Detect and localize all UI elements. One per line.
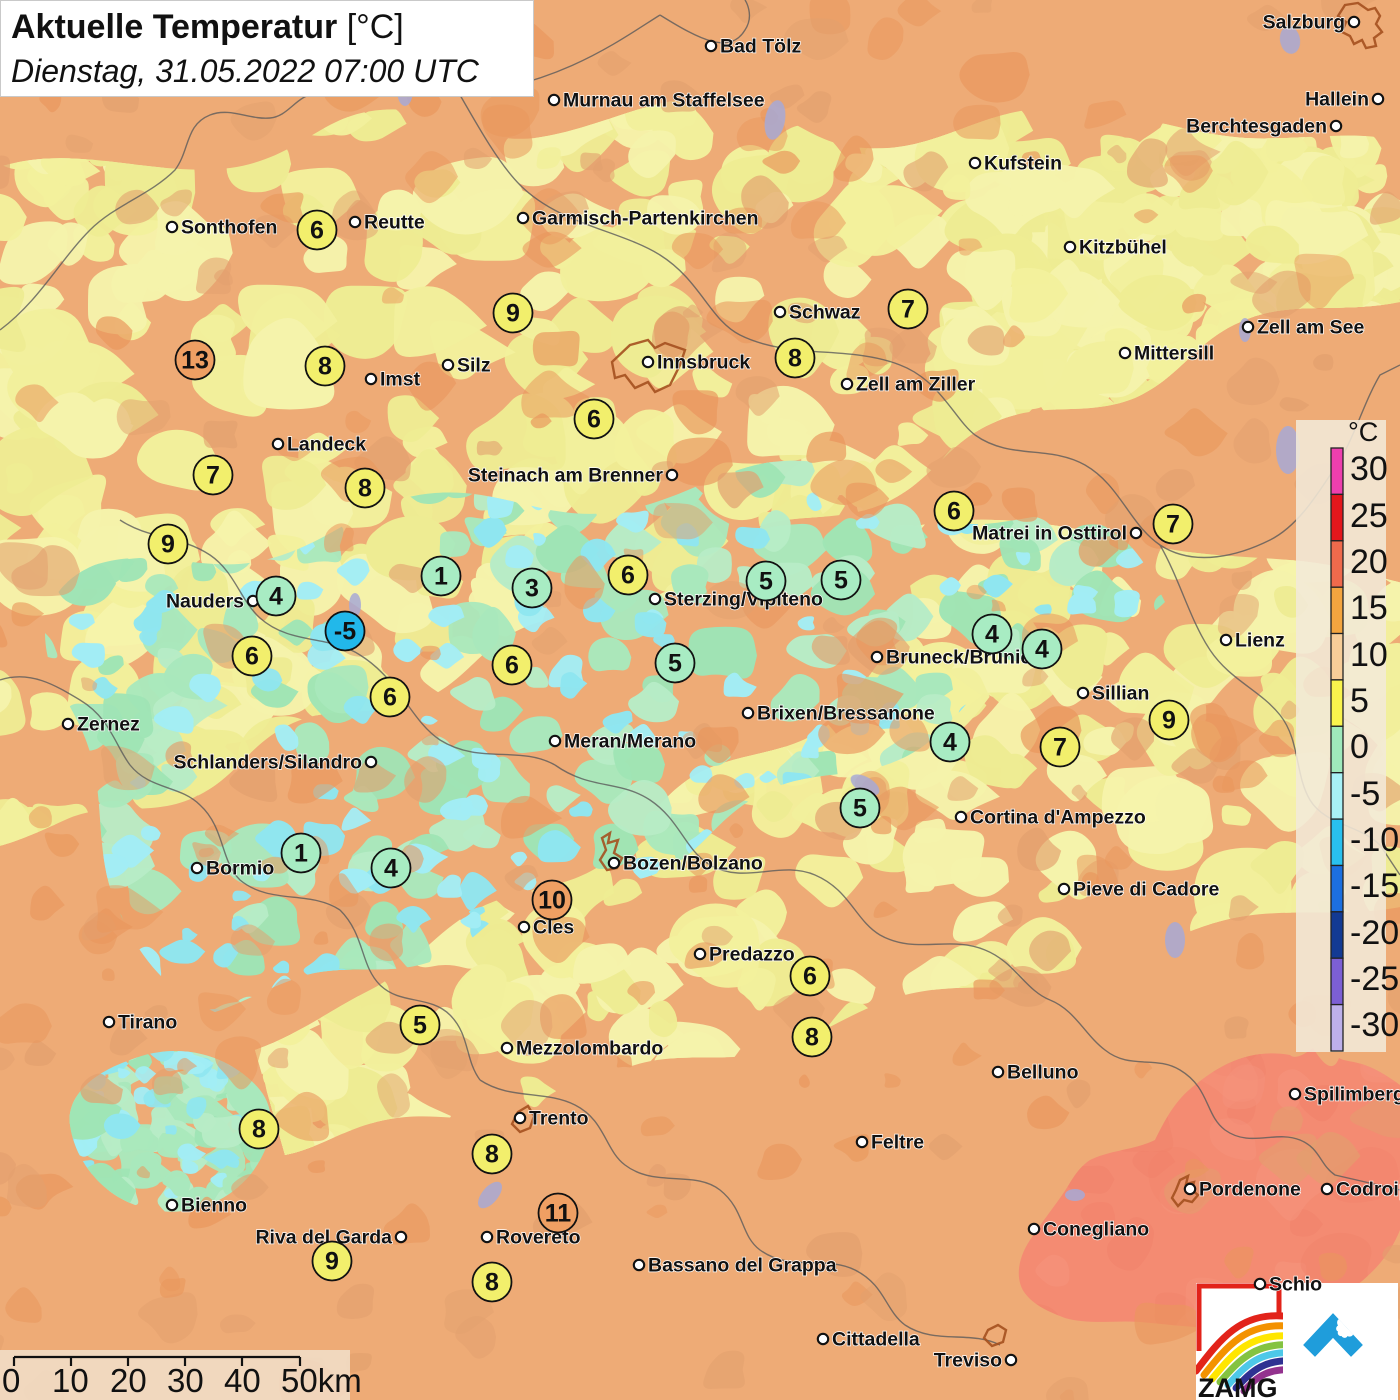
svg-text:8: 8 <box>485 1269 499 1297</box>
svg-text:Cittadella: Cittadella <box>832 1329 920 1351</box>
svg-text:Bruneck/Brunico: Bruneck/Brunico <box>886 647 1043 669</box>
svg-text:6: 6 <box>383 684 397 712</box>
svg-text:Tirano: Tirano <box>118 1012 177 1034</box>
svg-text:Sillian: Sillian <box>1092 683 1149 705</box>
svg-text:9: 9 <box>506 300 520 328</box>
svg-text:10: 10 <box>538 887 566 915</box>
svg-text:Steinach am Brenner: Steinach am Brenner <box>468 465 663 487</box>
svg-text:Mittersill: Mittersill <box>1134 343 1214 365</box>
svg-text:5: 5 <box>668 650 682 678</box>
svg-text:Schio: Schio <box>1269 1274 1322 1296</box>
svg-text:7: 7 <box>901 296 915 324</box>
svg-text:6: 6 <box>587 406 601 434</box>
svg-text:Spilimbergo: Spilimbergo <box>1304 1084 1400 1106</box>
svg-text:Silz: Silz <box>457 355 491 377</box>
svg-text:Reutte: Reutte <box>364 212 425 234</box>
svg-text:Sterzing/Vipiteno: Sterzing/Vipiteno <box>664 589 823 611</box>
svg-text:Matrei in Osttirol: Matrei in Osttirol <box>972 523 1127 545</box>
svg-text:6: 6 <box>947 498 961 526</box>
svg-text:Zernez: Zernez <box>77 714 140 736</box>
svg-text:Conegliano: Conegliano <box>1043 1219 1149 1241</box>
svg-text:Lienz: Lienz <box>1235 630 1285 652</box>
svg-text:Murnau am Staffelsee: Murnau am Staffelsee <box>563 90 765 112</box>
svg-text:Bassano del Grappa: Bassano del Grappa <box>648 1255 837 1277</box>
svg-text:8: 8 <box>358 475 372 503</box>
svg-text:Berchtesgaden: Berchtesgaden <box>1186 116 1327 138</box>
svg-text:Treviso: Treviso <box>934 1350 1002 1372</box>
svg-text:4: 4 <box>1035 636 1049 664</box>
svg-text:3: 3 <box>525 575 539 603</box>
svg-text:Schwaz: Schwaz <box>789 302 861 324</box>
svg-text:Predazzo: Predazzo <box>709 944 795 966</box>
svg-text:Zell am Ziller: Zell am Ziller <box>856 374 976 396</box>
svg-text:Meran/Merano: Meran/Merano <box>564 731 696 753</box>
svg-text:7: 7 <box>1053 734 1067 762</box>
svg-text:4: 4 <box>943 729 957 757</box>
svg-text:Bozen/Bolzano: Bozen/Bolzano <box>623 853 763 875</box>
svg-text:1: 1 <box>434 563 448 591</box>
svg-text:1: 1 <box>294 840 308 868</box>
svg-text:6: 6 <box>245 643 259 671</box>
svg-text:4: 4 <box>985 621 999 649</box>
svg-text:5: 5 <box>413 1012 427 1040</box>
svg-text:Zell am See: Zell am See <box>1257 317 1364 339</box>
svg-text:-5: -5 <box>334 618 356 646</box>
svg-text:Cortina d'Ampezzo: Cortina d'Ampezzo <box>970 807 1146 829</box>
svg-text:5: 5 <box>834 567 848 595</box>
svg-text:Imst: Imst <box>380 369 421 391</box>
svg-text:Mezzolombardo: Mezzolombardo <box>516 1038 663 1060</box>
svg-text:11: 11 <box>545 1200 572 1228</box>
svg-text:4: 4 <box>384 855 398 883</box>
svg-text:Brixen/Bressanone: Brixen/Bressanone <box>757 703 935 725</box>
svg-text:Trento: Trento <box>529 1108 589 1130</box>
svg-text:6: 6 <box>803 963 817 991</box>
svg-text:Pieve di Cadore: Pieve di Cadore <box>1073 879 1219 901</box>
svg-text:Pordenone: Pordenone <box>1199 1179 1301 1201</box>
svg-text:Bormio: Bormio <box>206 858 274 880</box>
svg-text:Codroipo: Codroipo <box>1336 1179 1400 1201</box>
svg-text:5: 5 <box>853 795 867 823</box>
svg-text:Feltre: Feltre <box>871 1132 924 1154</box>
svg-text:7: 7 <box>206 462 220 490</box>
svg-text:Garmisch-Partenkirchen: Garmisch-Partenkirchen <box>532 208 759 230</box>
svg-text:9: 9 <box>325 1248 339 1276</box>
svg-text:Schlanders/Silandro: Schlanders/Silandro <box>173 752 362 774</box>
svg-text:8: 8 <box>805 1024 819 1052</box>
svg-text:Nauders: Nauders <box>166 591 244 613</box>
svg-text:Kitzbühel: Kitzbühel <box>1079 237 1167 259</box>
svg-text:8: 8 <box>252 1116 266 1144</box>
svg-text:9: 9 <box>161 531 175 559</box>
svg-text:6: 6 <box>505 652 519 680</box>
svg-text:8: 8 <box>485 1141 499 1169</box>
svg-text:4: 4 <box>269 583 283 611</box>
svg-text:7: 7 <box>1166 511 1180 539</box>
svg-text:5: 5 <box>759 568 773 596</box>
svg-text:Innsbruck: Innsbruck <box>657 352 750 374</box>
svg-text:13: 13 <box>181 347 209 375</box>
svg-text:8: 8 <box>788 345 802 373</box>
svg-text:Salzburg: Salzburg <box>1263 12 1345 34</box>
svg-text:6: 6 <box>621 562 635 590</box>
svg-text:Sonthofen: Sonthofen <box>181 217 277 239</box>
svg-text:6: 6 <box>310 217 324 245</box>
svg-text:Kufstein: Kufstein <box>984 153 1062 175</box>
svg-text:8: 8 <box>318 353 332 381</box>
svg-text:Bad Tölz: Bad Tölz <box>720 36 801 58</box>
svg-text:Landeck: Landeck <box>287 434 366 456</box>
svg-text:9: 9 <box>1162 707 1176 735</box>
svg-text:Belluno: Belluno <box>1007 1062 1079 1084</box>
svg-text:Bienno: Bienno <box>181 1195 247 1217</box>
svg-text:Hallein: Hallein <box>1305 89 1369 111</box>
